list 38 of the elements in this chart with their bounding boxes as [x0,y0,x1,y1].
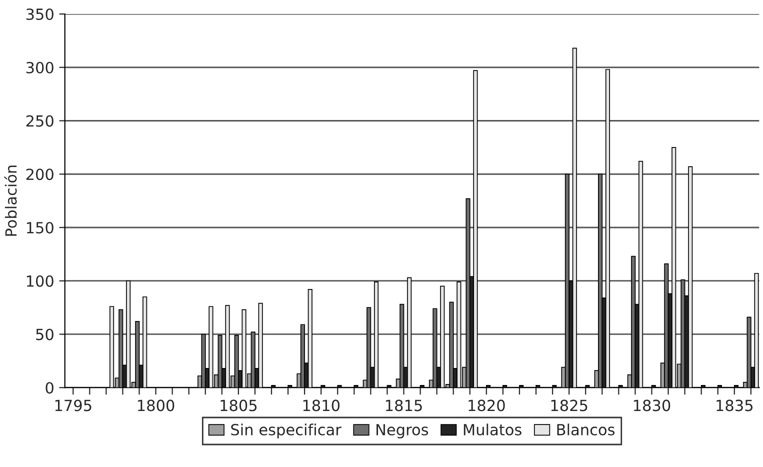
y-tick-label: 350 [26,8,54,20]
y-tick-label: 50 [36,328,54,340]
y-tick-label: 150 [26,222,54,234]
bar [201,334,206,388]
bar [400,304,404,388]
y-tick-label: 300 [26,62,54,74]
bar [300,324,305,388]
x-tick-label: 1810 [303,400,340,412]
bar [664,263,669,388]
bar [631,256,636,388]
bar [466,198,470,388]
y-tick-label: 200 [26,168,54,180]
bar [250,332,256,388]
y-tick-label: 250 [26,115,54,127]
x-tick-label: 1830 [634,400,670,412]
legend-label: Mulatos [464,424,522,436]
bar [234,334,239,388]
x-tick-label: 1805 [220,400,257,412]
x-tick-label: 1815 [386,400,422,412]
x-tick-label: 1795 [55,400,92,412]
bar [218,334,222,388]
bar [598,174,603,388]
y-axis-title: Población [4,166,17,236]
x-tick-label: 1835 [716,400,752,412]
legend-label: Negros [376,424,428,438]
bar [135,321,140,388]
bar [449,302,454,388]
bar [366,307,372,388]
bar [746,316,752,388]
y-tick-label: 100 [26,275,54,287]
x-tick-label: 1825 [551,400,588,412]
x-tick-label: 1820 [468,400,505,412]
legend-label: Sin especificar [231,424,342,438]
legend-label: Blancos [557,424,615,436]
x-tick-label: 1800 [138,400,174,412]
bar [432,308,438,388]
y-tick-label: 0 [46,382,54,394]
bar [118,309,124,388]
